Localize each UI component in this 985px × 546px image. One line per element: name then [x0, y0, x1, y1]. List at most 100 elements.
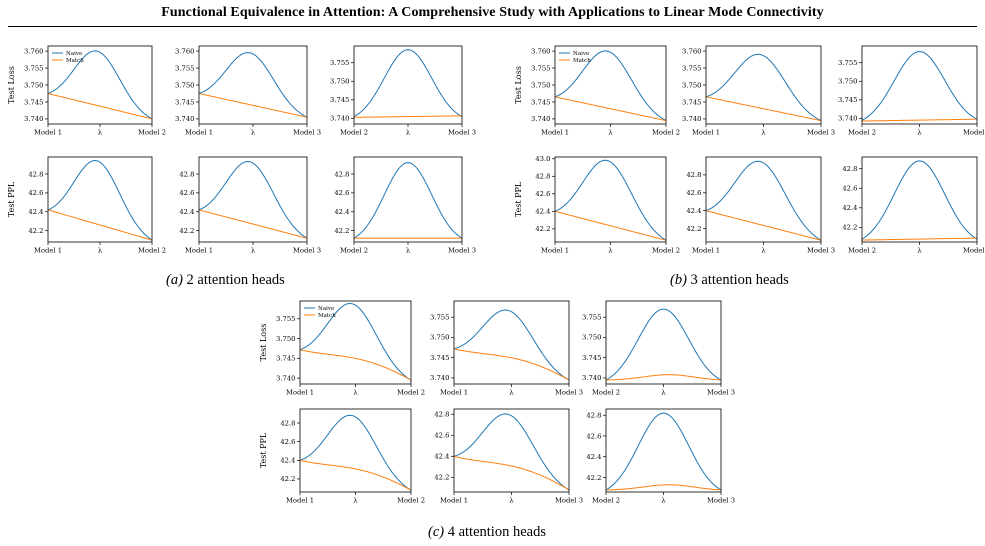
y-tick-label: 42.8 [334, 170, 349, 178]
x-tick-label: Model 2 [652, 129, 680, 137]
x-tick-label: λ [509, 389, 514, 397]
series-line-match [299, 349, 412, 381]
x-tick-label: λ [406, 247, 411, 255]
y-tick-label: 42.8 [280, 419, 295, 427]
legend-label-match: Match [66, 58, 84, 64]
y-tick-label: 3.740 [682, 115, 701, 123]
x-tick-label: Model 3 [448, 129, 476, 137]
axes-frame [353, 156, 463, 243]
chart-b-test-ppl-model1-model3: 42.2 42.4 42.6 42.8 Model 1 λ Model 3 [686, 156, 835, 255]
paper-title: Functional Equivalence in Attention: A C… [161, 5, 824, 20]
series-line-naive [554, 50, 667, 122]
series-line-naive [453, 309, 570, 381]
title-rule [8, 26, 977, 27]
y-tick-label: 42.6 [842, 185, 857, 193]
x-tick-label: Model 1 [185, 247, 213, 255]
y-tick-label: 42.6 [535, 190, 550, 198]
y-tick-label: 42.4 [586, 453, 601, 461]
x-tick-label: Model 3 [963, 129, 985, 137]
caption-c: (c) 4 attention heads [428, 524, 546, 541]
chart-c-test-ppl-model1-model3: 42.2 42.4 42.6 42.8 Model 1 λ Model 3 [434, 408, 583, 505]
y-tick-label: 42.8 [179, 170, 194, 178]
caption-b: (b) 3 attention heads [670, 272, 789, 289]
x-tick-label: Model 1 [286, 497, 314, 505]
y-tick-label: 42.8 [842, 165, 857, 173]
y-tick-label: 3.740 [838, 115, 857, 123]
y-tick-label: 42.6 [434, 432, 449, 440]
y-tick-label: 42.4 [28, 208, 43, 216]
series-line-match [605, 374, 722, 381]
x-tick-label: Model 3 [555, 497, 583, 505]
legend-label-naive: Naive [318, 306, 334, 312]
series-line-naive [705, 160, 822, 241]
y-axis-label: Test PPL [259, 432, 268, 468]
x-tick-label: λ [406, 129, 411, 137]
x-tick-label: Model 1 [286, 389, 314, 397]
x-tick-label: Model 1 [541, 247, 569, 255]
caption-c-text: 4 attention heads [447, 524, 546, 540]
y-tick-label: 3.740 [430, 374, 449, 382]
chart-b-test-loss-model1-model2: 3.740 3.745 3.750 3.755 3.760 Model 1 λ Model 2… [514, 45, 680, 137]
series-line-match [47, 209, 153, 241]
legend-label-naive: Naive [573, 51, 589, 57]
series-line-naive [47, 160, 153, 241]
x-tick-label: λ [761, 247, 766, 255]
series-line-match [453, 348, 570, 381]
y-tick-label: 42.2 [686, 225, 701, 233]
x-tick-label: Model 2 [340, 247, 368, 255]
series-line-naive [554, 159, 667, 241]
y-tick-label: 3.755 [531, 64, 550, 72]
x-tick-label: Model 1 [34, 247, 62, 255]
y-tick-label: 3.750 [24, 81, 43, 89]
y-tick-label: 42.6 [179, 189, 194, 197]
x-tick-label: λ [761, 129, 766, 137]
series-line-naive [861, 51, 978, 121]
x-tick-label: Model 1 [34, 129, 62, 137]
series-line-naive [353, 162, 463, 239]
x-tick-label: λ [353, 389, 358, 397]
y-tick-label: 3.755 [682, 64, 701, 72]
series-line-match [605, 484, 722, 491]
legend-label-match: Match [318, 313, 336, 319]
series-line-match [861, 118, 978, 122]
y-tick-label: 42.4 [842, 204, 857, 212]
y-tick-label: 3.750 [276, 335, 295, 343]
y-tick-label: 42.8 [535, 173, 550, 181]
x-tick-label: Model 1 [541, 129, 569, 137]
chart-a-test-ppl-model2-model3: 42.2 42.4 42.6 42.8 Model 2 λ Model 3 [334, 156, 476, 255]
y-tick-label: 3.750 [430, 334, 449, 342]
axes-frame [605, 300, 722, 385]
caption-a-text: 2 attention heads [186, 272, 285, 288]
x-tick-label: Model 2 [652, 247, 680, 255]
y-tick-label: 42.8 [686, 171, 701, 179]
x-tick-label: Model 1 [692, 247, 720, 255]
y-tick-label: 42.4 [686, 207, 701, 215]
y-tick-label: 3.745 [330, 96, 349, 104]
axes-frame [705, 45, 822, 125]
y-tick-label: 42.2 [842, 224, 857, 232]
axes-frame [299, 408, 412, 493]
y-tick-label: 42.8 [434, 411, 449, 419]
y-tick-label: 3.755 [430, 313, 449, 321]
x-tick-label: Model 1 [440, 389, 468, 397]
axes-frame [705, 156, 822, 243]
y-tick-label: 42.2 [28, 227, 43, 235]
y-tick-label: 42.6 [686, 189, 701, 197]
y-tick-label: 3.755 [24, 64, 43, 72]
axes-frame [605, 408, 722, 493]
y-tick-label: 42.4 [535, 208, 550, 216]
chart-c-test-loss-model1-model3: 3.740 3.745 3.750 3.755 Model 1 λ Model 3 [430, 300, 583, 397]
y-tick-label: 3.750 [838, 78, 857, 86]
y-tick-label: 42.2 [535, 225, 550, 233]
x-tick-label: λ [608, 247, 613, 255]
y-tick-label: 42.6 [28, 189, 43, 197]
y-tick-label: 3.750 [582, 334, 601, 342]
x-tick-label: λ [509, 497, 514, 505]
y-tick-label: 3.755 [276, 315, 295, 323]
series-line-naive [453, 413, 570, 491]
series-line-match [198, 209, 308, 239]
caption-b-text: 3 attention heads [690, 272, 789, 288]
x-tick-label: Model 1 [185, 129, 213, 137]
y-tick-label: 42.4 [434, 453, 449, 461]
x-tick-label: Model 3 [293, 129, 321, 137]
